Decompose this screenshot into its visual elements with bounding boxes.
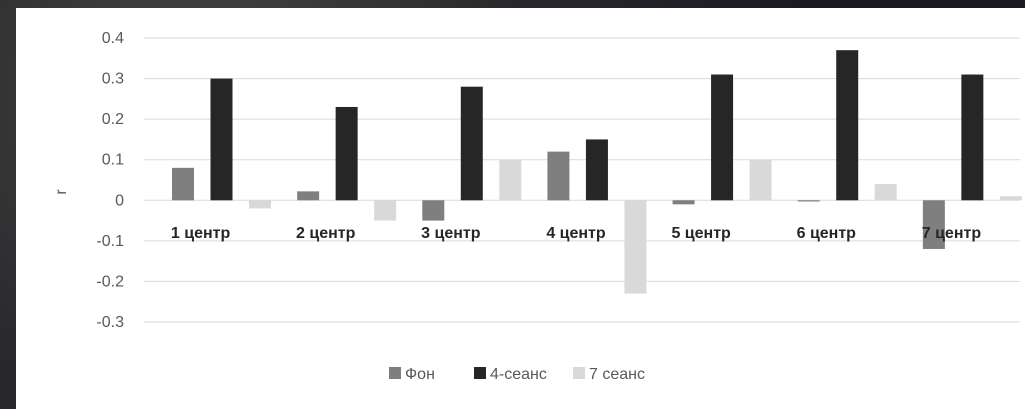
legend: Фон 4-сеанс 7 сеанс	[389, 366, 645, 383]
bar-chart: 0.4 0.3 0.2 0.1 0 -0.1 -0.2 -0.3 1 центр 2 центр…	[53, 30, 1022, 383]
y-tick-label: 0.3	[102, 71, 124, 88]
bar-4-сеанс-6 центр	[836, 50, 859, 201]
y-axis-title: r	[53, 189, 70, 195]
y-tick-label: 0.1	[102, 152, 124, 169]
bar-7 сеанс-2 центр	[374, 200, 397, 221]
bar-7 сеанс-1 центр	[249, 200, 271, 209]
legend-swatch	[389, 367, 401, 379]
bar-Фон-4 центр	[547, 151, 570, 201]
legend-swatch	[474, 367, 486, 379]
bar-Фон-3 центр	[422, 200, 445, 221]
y-tick-labels: 0.4 0.3 0.2 0.1 0 -0.1 -0.2 -0.3	[96, 30, 124, 331]
gridlines	[144, 37, 1020, 323]
legend-label: 7 сеанс	[589, 366, 645, 383]
bar-7 сеанс-4 центр	[624, 200, 647, 294]
bar-4-сеанс-2 центр	[335, 106, 358, 201]
bar-7 сеанс-3 центр	[499, 159, 522, 201]
legend-label: Фон	[405, 366, 435, 383]
y-tick-label: -0.1	[96, 233, 124, 250]
bars	[172, 50, 1022, 294]
bar-4-сеанс-1 центр	[210, 78, 233, 201]
y-tick-label: 0	[115, 192, 124, 209]
category-labels: 1 центр 2 центр 3 центр 4 центр 5 центр 6 цен…	[171, 225, 981, 242]
bar-Фон-5 центр	[672, 200, 695, 205]
category-label: 5 центр	[671, 225, 731, 242]
bar-4-сеанс-5 центр	[711, 74, 734, 201]
bar-Фон-7 центр	[922, 200, 945, 249]
category-label: 4 центр	[546, 225, 606, 242]
bar-Фон-1 центр	[172, 167, 194, 201]
bar-4-сеанс-4 центр	[585, 139, 608, 201]
category-label: 1 центр	[171, 225, 231, 242]
y-tick-label: 0.4	[102, 30, 124, 47]
bar-4-сеанс-3 центр	[460, 86, 483, 201]
category-label: 2 центр	[296, 225, 356, 242]
category-label: 7 центр	[922, 225, 982, 242]
legend-label: 4-сеанс	[490, 366, 547, 383]
bar-Фон-6 центр	[797, 200, 820, 202]
bar-Фон-2 центр	[297, 191, 320, 201]
bar-7 сеанс-7 центр	[999, 196, 1022, 201]
chart-panel: 0.4 0.3 0.2 0.1 0 -0.1 -0.2 -0.3 1 центр 2 центр…	[16, 8, 1025, 409]
bar-7 сеанс-5 центр	[749, 159, 772, 201]
category-label: 6 центр	[797, 225, 857, 242]
y-tick-label: 0.2	[102, 111, 124, 128]
legend-swatch	[573, 367, 585, 379]
bar-4-сеанс-7 центр	[961, 74, 984, 201]
category-label: 3 центр	[421, 225, 481, 242]
bar-7 сеанс-6 центр	[874, 184, 897, 201]
y-tick-label: -0.2	[96, 273, 124, 290]
y-tick-label: -0.3	[96, 314, 124, 331]
